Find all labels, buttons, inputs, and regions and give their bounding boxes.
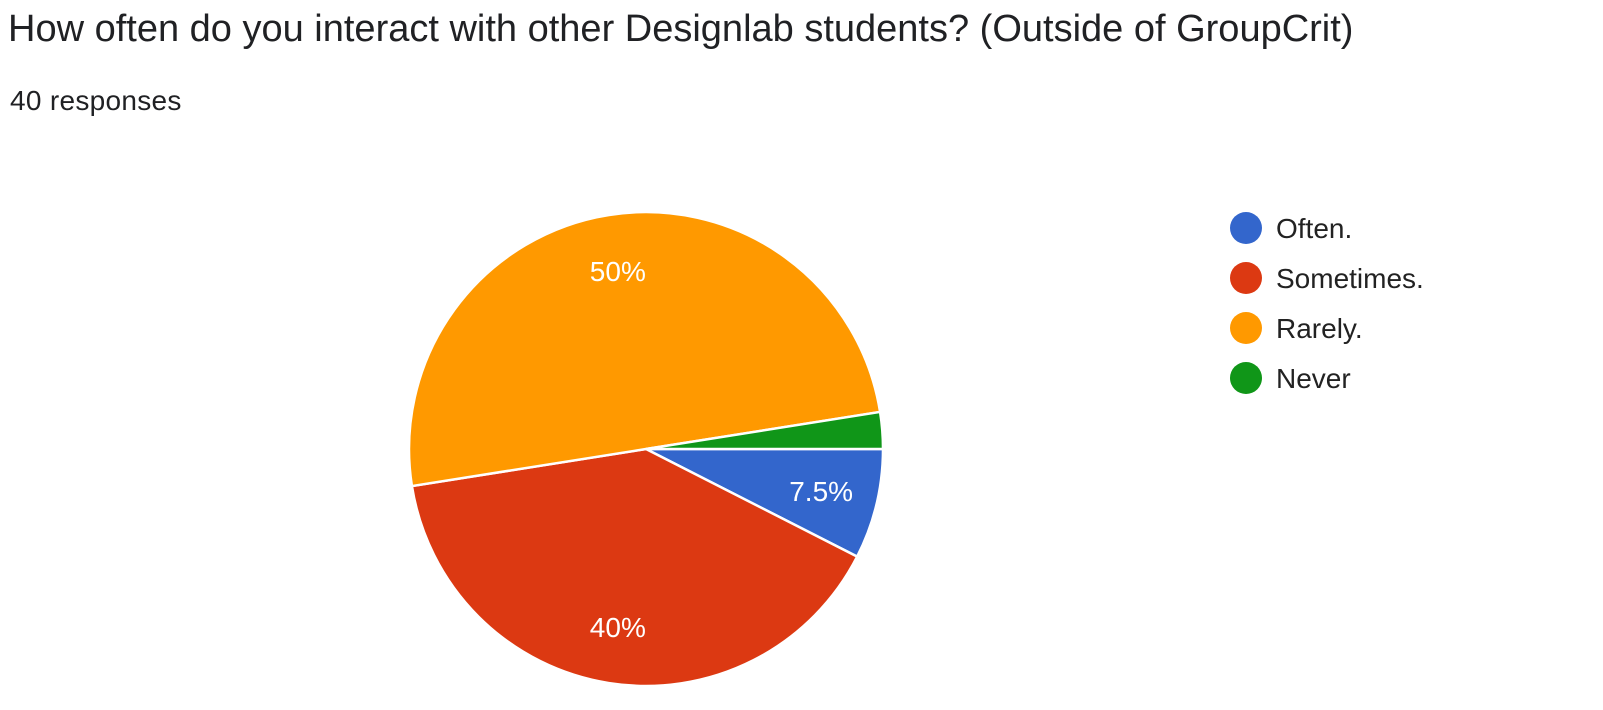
pie-labels: 7.5% 40% 50%	[590, 256, 853, 643]
slice-label-often: 7.5%	[789, 476, 853, 507]
legend-label-rarely: Rarely.	[1276, 313, 1363, 344]
pie-slice-never	[645, 410, 885, 451]
legend-swatch-rarely	[1230, 312, 1262, 344]
pie-slices	[407, 210, 885, 688]
pie-slice-sometimes	[410, 447, 859, 688]
question-title: How often do you interact with other Des…	[8, 8, 1354, 50]
legend-swatch-often	[1230, 212, 1262, 244]
legend-swatch-sometimes	[1230, 262, 1262, 294]
slice-label-sometimes: 40%	[590, 612, 646, 643]
pie-slice-often	[645, 447, 885, 559]
legend-label-never: Never	[1276, 363, 1351, 394]
response-count: 40 responses	[10, 85, 182, 116]
slice-label-rarely: 50%	[590, 256, 646, 287]
pie-slice-rarely	[407, 210, 882, 488]
legend-label-often: Often.	[1276, 213, 1352, 244]
legend-label-sometimes: Sometimes.	[1276, 263, 1424, 294]
legend: Often. Sometimes. Rarely. Never	[1230, 212, 1424, 394]
legend-swatch-never	[1230, 362, 1262, 394]
